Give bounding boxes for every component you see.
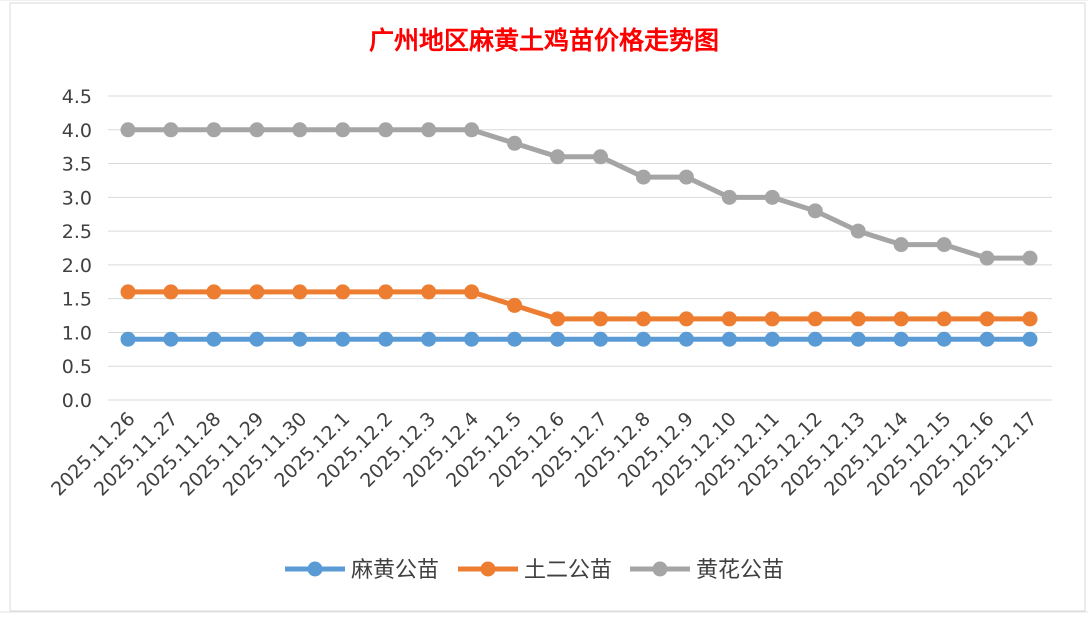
legend-marker [307,561,323,577]
data-point [635,169,651,185]
data-point [979,331,995,347]
legend: 麻黄公苗 土二公苗 黄花公苗 [285,558,784,583]
data-point [678,311,694,327]
y-gridlines [108,95,1052,401]
data-point [421,122,437,138]
data-point [893,331,909,347]
data-point [292,331,308,347]
legend-item: 土二公苗 [458,558,612,583]
legend-item: 黄花公苗 [630,558,784,583]
data-point [592,331,608,347]
data-point [550,311,566,327]
data-point [550,149,566,165]
legend-label: 土二公苗 [524,558,612,583]
legend-label: 麻黄公苗 [351,558,439,583]
data-point [721,311,737,327]
data-point [206,331,222,347]
y-tick-label: 3.0 [62,187,92,209]
data-point [893,311,909,327]
y-tick-label: 1.0 [62,322,92,344]
data-point [678,169,694,185]
data-point [721,189,737,205]
data-point [335,284,351,300]
data-point [378,331,394,347]
data-point [850,311,866,327]
legend-label: 黄花公苗 [696,558,784,583]
data-point [678,331,694,347]
data-point [163,331,179,347]
chart-border [9,2,1086,612]
y-tick-label: 1.5 [62,289,92,311]
data-point [721,331,737,347]
data-point [507,135,523,151]
data-point [550,331,566,347]
data-point [1022,311,1038,327]
series-layer [120,122,1038,347]
data-point [1022,250,1038,266]
data-point [464,331,480,347]
data-point [335,122,351,138]
data-point [893,237,909,253]
data-point [979,250,995,266]
data-point [807,331,823,347]
data-point [936,331,952,347]
data-point [936,237,952,253]
data-point [249,122,265,138]
data-point [120,331,136,347]
data-point [979,311,995,327]
data-point [807,203,823,219]
y-tick-label: 4.5 [62,86,92,108]
data-point [635,311,651,327]
data-point [378,122,394,138]
data-point [292,122,308,138]
data-point [807,311,823,327]
data-point [764,331,780,347]
y-tick-label: 0.5 [62,356,92,378]
data-point [635,331,651,347]
y-tick-label: 4.0 [62,120,92,142]
data-point [764,189,780,205]
data-point [206,122,222,138]
y-tick-label: 0.0 [62,390,92,412]
data-point [249,284,265,300]
data-point [378,284,394,300]
data-point [1022,331,1038,347]
data-point [764,311,780,327]
data-point [421,331,437,347]
data-point [206,284,222,300]
y-tick-label: 3.5 [62,154,92,176]
data-point [163,122,179,138]
legend-marker [480,561,496,577]
data-point [850,223,866,239]
data-point [464,122,480,138]
data-point [507,297,523,313]
data-point [335,331,351,347]
data-point [507,331,523,347]
series-2 [120,284,1038,327]
y-axis-tick-labels: 0.0 0.5 1.0 1.5 2.0 2.5 3.0 3.5 4.0 4.5 [62,86,92,412]
series-1 [120,331,1038,347]
series-3 [120,122,1038,266]
series-line [128,289,1030,322]
data-point [249,331,265,347]
data-point [120,284,136,300]
data-point [163,284,179,300]
chart-title: 广州地区麻黄土鸡苗价格走势图 [369,26,719,55]
data-point [592,311,608,327]
legend-marker [652,561,668,577]
y-tick-label: 2.0 [62,255,92,277]
data-point [592,149,608,165]
data-point [850,331,866,347]
data-point [421,284,437,300]
legend-item: 麻黄公苗 [285,558,439,583]
data-point [464,284,480,300]
y-tick-label: 2.5 [62,221,92,243]
data-point [292,284,308,300]
data-point [120,122,136,138]
data-point [936,311,952,327]
series-line [128,127,1030,261]
